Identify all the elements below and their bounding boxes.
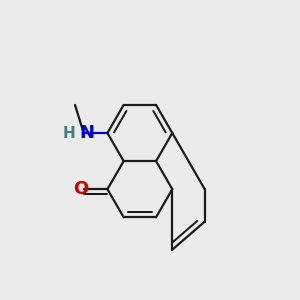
- Text: N: N: [79, 124, 94, 142]
- Text: O: O: [73, 180, 88, 198]
- Text: H: H: [62, 126, 75, 141]
